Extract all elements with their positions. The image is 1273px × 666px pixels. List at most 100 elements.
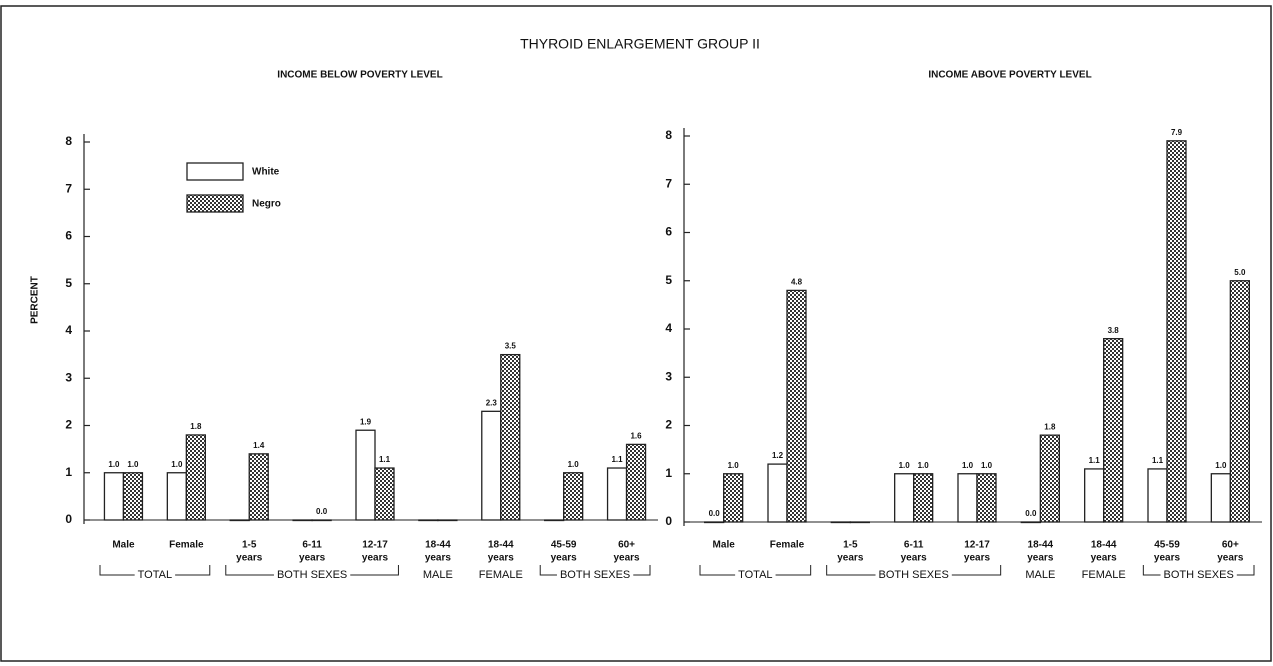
bar — [625, 443, 647, 521]
group-label: BOTH SEXES — [560, 569, 630, 581]
y-tick-label: 0 — [65, 512, 72, 526]
x-tick-label: 1-5 — [242, 540, 257, 551]
x-tick-label: Male — [112, 540, 135, 551]
value-label: 0.0 — [316, 507, 328, 516]
x-tick-label: years — [362, 553, 389, 564]
bar — [606, 467, 628, 521]
legend-swatch — [186, 194, 244, 213]
group-label-bg — [273, 568, 351, 581]
panel-title: INCOME ABOVE POVERTY LEVEL — [928, 70, 1091, 81]
bar — [418, 519, 439, 522]
bar — [166, 472, 187, 521]
group-label: FEMALE — [479, 569, 523, 581]
x-tick-label: years — [613, 553, 640, 564]
x-tick-label: years — [837, 553, 864, 564]
value-label: 1.0 — [962, 461, 974, 470]
bar — [913, 473, 934, 523]
y-tick-label: 7 — [665, 176, 672, 190]
bar — [437, 519, 458, 522]
y-tick-label: 4 — [65, 323, 72, 337]
bar — [849, 521, 870, 524]
group-label-bg — [735, 568, 776, 581]
value-label: 1.8 — [1044, 422, 1056, 431]
x-tick-label: 18-44 — [425, 540, 451, 551]
x-tick-label: years — [1027, 553, 1054, 564]
bar — [1039, 434, 1060, 523]
bar — [544, 519, 565, 522]
x-tick-label: years — [1154, 553, 1181, 564]
panel-title: INCOME BELOW POVERTY LEVEL — [277, 70, 442, 81]
bar — [481, 410, 502, 521]
y-tick-label: 0 — [665, 514, 672, 528]
value-label: 3.5 — [505, 342, 517, 351]
group-label-bg — [556, 568, 634, 581]
group-label: BOTH SEXES — [879, 569, 949, 581]
x-tick-label: 18-44 — [1028, 540, 1054, 551]
bar — [292, 519, 313, 522]
bar — [103, 472, 125, 521]
bar — [311, 519, 332, 522]
y-axis-label: PERCENT — [30, 276, 41, 324]
bar — [723, 473, 744, 523]
value-label: 1.1 — [1089, 456, 1101, 465]
x-tick-label: Female — [770, 540, 805, 551]
bar — [830, 521, 851, 524]
bar — [1147, 468, 1168, 523]
value-label: 1.0 — [568, 460, 580, 469]
y-tick-label: 2 — [65, 418, 72, 432]
bar — [957, 473, 978, 523]
bar — [894, 473, 915, 523]
value-label: 0.0 — [709, 509, 721, 518]
x-tick-label: 60+ — [1222, 540, 1239, 551]
group-label: BOTH SEXES — [1164, 569, 1234, 581]
y-tick-label: 4 — [665, 321, 672, 335]
x-tick-label: years — [551, 553, 578, 564]
group-label: TOTAL — [738, 569, 772, 581]
bar — [704, 521, 725, 524]
value-label: 1.0 — [728, 461, 740, 470]
bar — [1103, 337, 1124, 523]
y-tick-label: 2 — [665, 418, 672, 432]
value-label: 1.0 — [171, 460, 183, 469]
group-label: BOTH SEXES — [277, 569, 347, 581]
value-label: 3.8 — [1108, 326, 1120, 335]
group-label-bg — [1160, 568, 1237, 581]
x-tick-label: years — [1217, 553, 1244, 564]
y-tick-label: 3 — [65, 370, 72, 384]
frame — [0, 5, 1272, 662]
bar — [122, 472, 144, 521]
y-tick-label: 6 — [65, 229, 72, 243]
value-label: 1.0 — [981, 461, 993, 470]
bar — [229, 519, 250, 522]
x-tick-label: years — [488, 553, 515, 564]
bar — [355, 429, 376, 521]
value-label: 7.9 — [1171, 128, 1183, 137]
value-label: 1.0 — [108, 460, 120, 469]
y-tick-label: 1 — [665, 466, 672, 480]
group-label: FEMALE — [1082, 569, 1126, 581]
y-tick-label: 6 — [665, 225, 672, 239]
value-label: 1.0 — [1215, 461, 1227, 470]
value-label: 1.9 — [360, 417, 372, 426]
group-label: MALE — [423, 569, 453, 581]
x-tick-label: years — [299, 553, 326, 564]
x-tick-label: 45-59 — [1154, 540, 1180, 551]
x-tick-label: 6-11 — [302, 540, 322, 551]
bar — [500, 353, 521, 521]
legend-swatch — [186, 162, 244, 181]
y-tick-label: 5 — [65, 276, 72, 290]
bar — [1229, 280, 1250, 523]
y-tick-label: 8 — [65, 134, 72, 148]
y-tick-label: 3 — [665, 369, 672, 383]
bar — [185, 434, 206, 521]
y-tick-label: 5 — [665, 273, 672, 287]
value-label: 1.1 — [611, 455, 623, 464]
x-tick-label: 60+ — [618, 540, 635, 551]
x-tick-label: years — [236, 553, 263, 564]
value-label: 4.8 — [791, 278, 803, 287]
bar — [248, 453, 269, 521]
x-tick-label: 45-59 — [551, 540, 577, 551]
x-tick-label: years — [425, 553, 452, 564]
bar — [374, 467, 395, 521]
